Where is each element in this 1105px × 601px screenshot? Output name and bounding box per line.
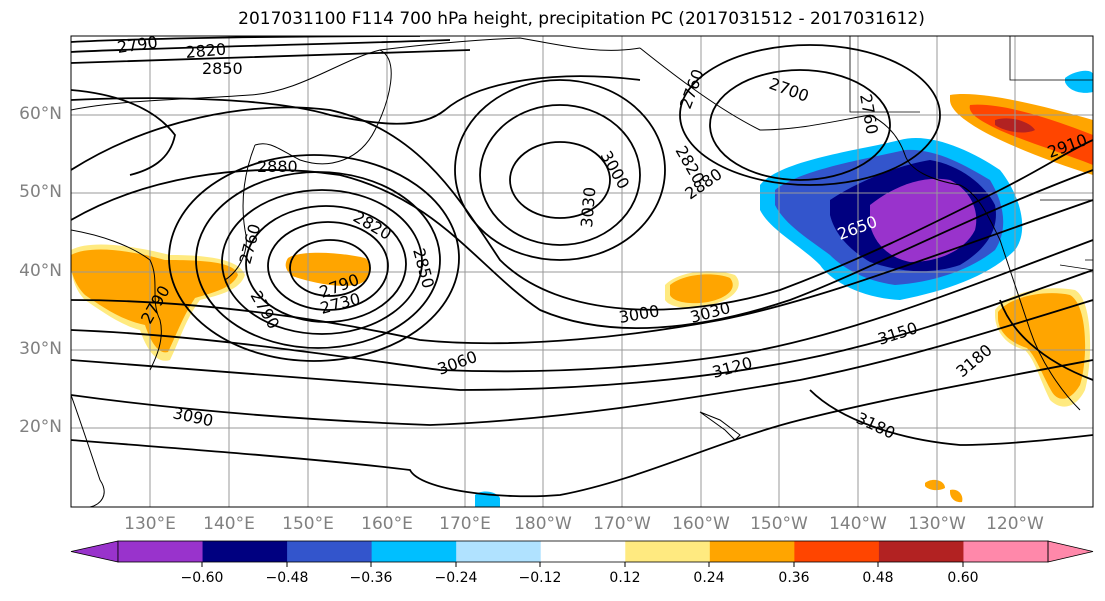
colorbar-tick-label: −0.24	[434, 570, 478, 586]
lon-label: 170°W	[593, 514, 651, 534]
colorbar-segment	[371, 541, 457, 562]
colorbar-tick-label: −0.60	[180, 570, 224, 586]
contour-label: 2820	[185, 40, 227, 62]
map-title: 2017031100 F114 700 hPa height, precipit…	[238, 9, 925, 29]
lon-label: 120°W	[986, 514, 1044, 534]
colorbar-tick-label: 0.24	[693, 570, 725, 586]
lon-label: 130°W	[908, 514, 966, 534]
colorbar-tick-label: −0.12	[518, 570, 562, 586]
lat-label: 60°N	[19, 104, 62, 124]
colorbar-outline	[117, 540, 1049, 563]
lon-label: 130°E	[124, 514, 176, 534]
colorbar-segment	[709, 541, 795, 562]
lon-label: 140°E	[203, 514, 255, 534]
lat-label: 50°N	[19, 182, 62, 202]
colorbar-segment	[625, 541, 711, 562]
height-contours	[71, 36, 1093, 498]
lat-label: 40°N	[19, 261, 62, 281]
lon-label: 140°W	[829, 514, 887, 534]
graticule	[71, 36, 1093, 507]
colorbar-tick-label: −0.36	[349, 570, 393, 586]
map-frame	[70, 35, 1094, 508]
contour-label: 3030	[577, 186, 599, 228]
colorbar-tick-label: −0.48	[265, 570, 309, 586]
colorbar-segments	[70, 540, 1094, 563]
lon-label: 170°E	[439, 514, 491, 534]
colorbar-segment	[878, 541, 964, 562]
contour-label: 2880	[257, 157, 298, 176]
borders	[849, 36, 1093, 271]
contour-label: 2850	[202, 59, 243, 78]
lat-label: 20°N	[19, 417, 62, 437]
colorbar-segment	[456, 541, 542, 562]
colorbar-segment	[202, 541, 288, 562]
lon-label: 160°W	[672, 514, 730, 534]
lon-label: 180°W	[514, 514, 572, 534]
colorbar-tick-label: 0.12	[609, 570, 641, 586]
lon-label: 160°E	[361, 514, 413, 534]
lon-label: 150°E	[282, 514, 334, 534]
colorbar-segment	[287, 541, 373, 562]
colorbar-segment	[118, 541, 204, 562]
colorbar-segment	[963, 541, 1049, 562]
contour-label: 2790	[116, 32, 159, 56]
lon-label: 150°W	[750, 514, 808, 534]
colorbar-extend-max	[1047, 540, 1094, 563]
colorbar-ticks	[201, 562, 964, 567]
colorbar-tick-label: 0.36	[778, 570, 810, 586]
colorbar-extend-min	[70, 540, 119, 563]
colorbar-tick-label: 0.48	[862, 570, 894, 586]
colorbar-segment	[794, 541, 880, 562]
colorbar-tick-label: 0.60	[947, 570, 979, 586]
colorbar-segment	[540, 541, 626, 562]
lat-label: 30°N	[19, 339, 62, 359]
